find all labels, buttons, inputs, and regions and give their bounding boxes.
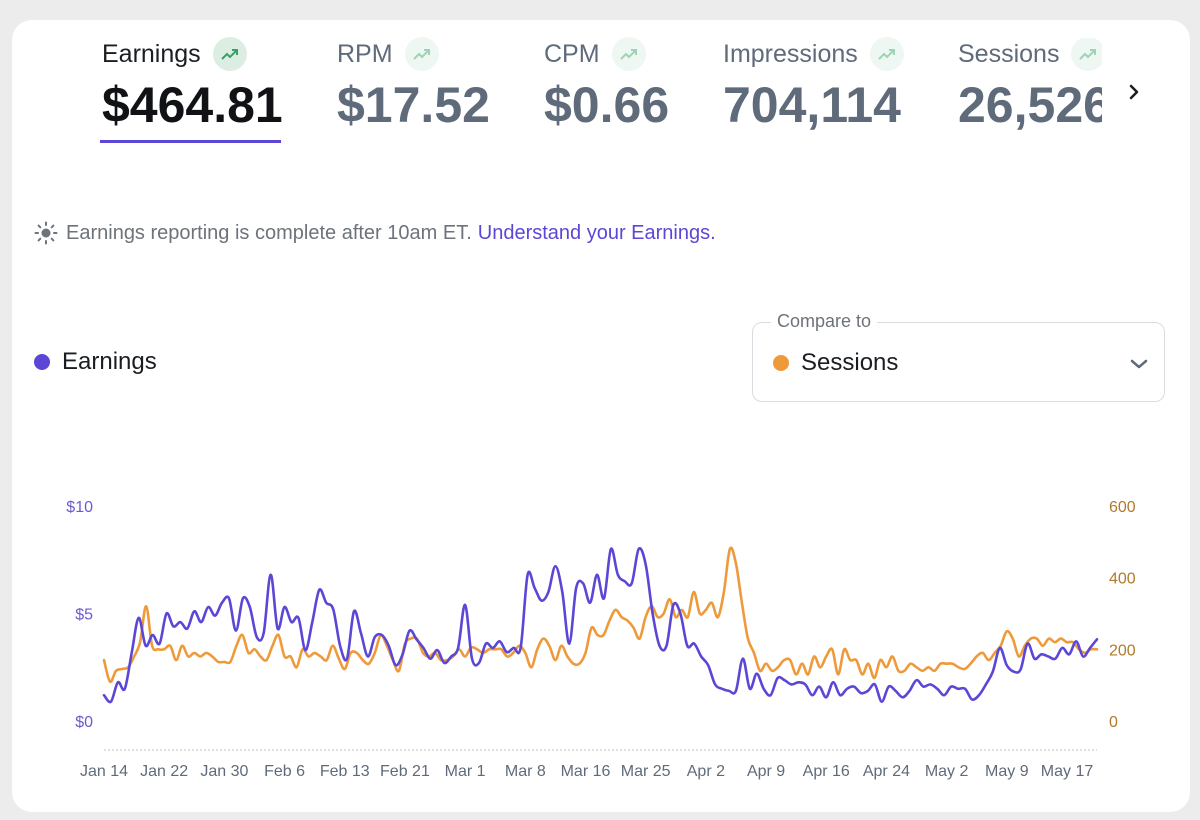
metric-tab-sessions[interactable]: Sessions 26,526 (957, 38, 1102, 138)
x-tick-label: Mar 16 (561, 763, 611, 780)
chevron-down-icon (1130, 359, 1148, 369)
x-tick-label: Jan 22 (140, 763, 188, 780)
metric-label: Earnings (102, 37, 283, 71)
metric-label: CPM (544, 37, 669, 71)
metric-value: 26,526 (958, 77, 1102, 133)
x-tick-label: Feb 6 (264, 763, 305, 780)
metric-value: $0.66 (544, 77, 670, 133)
metric-tab-earnings[interactable]: Earnings $464.81 (102, 37, 283, 134)
metric-value: $464.81 (102, 77, 283, 133)
compare-selected: Sessions (773, 349, 898, 377)
metric-tab-impressions[interactable]: Impressions 704,114 (723, 37, 904, 134)
compare-selected-label: Sessions (801, 349, 899, 376)
sessions-legend-dot (773, 355, 789, 371)
x-tick-label: Feb 21 (380, 763, 430, 780)
y-right-tick-label: 400 (1109, 571, 1136, 588)
metric-label-text: RPM (337, 39, 393, 68)
metric-label: Impressions (723, 37, 904, 71)
active-tab-underline (100, 140, 281, 143)
y-right-tick-label: 0 (1109, 714, 1118, 731)
notice-text: Earnings reporting is complete after 10a… (66, 221, 472, 244)
compare-to-dropdown[interactable]: Compare to Sessions (752, 311, 1165, 402)
metric-label-text: CPM (544, 39, 600, 68)
x-tick-label: Feb 13 (320, 763, 370, 780)
metric-tab-sessions-inner: Sessions 26,526 (958, 38, 1102, 134)
y-left-tick-label: $0 (75, 714, 93, 731)
metric-label-text: Earnings (102, 39, 201, 68)
understand-earnings-link[interactable]: Understand your Earnings. (477, 221, 716, 244)
trend-up-icon (404, 37, 439, 71)
y-right-tick-label: 600 (1109, 499, 1136, 516)
earnings-series-line (102, 546, 1099, 704)
chart-legend: Earnings (34, 348, 157, 376)
x-tick-label: Apr 16 (803, 763, 850, 780)
metric-label: Sessions (958, 38, 1102, 71)
x-tick-label: May 2 (925, 763, 969, 780)
y-left-tick-label: $10 (66, 499, 93, 516)
x-tick-label: Mar 1 (445, 763, 486, 780)
trend-up-icon (611, 37, 646, 71)
x-tick-label: Apr 2 (687, 763, 725, 780)
x-tick-label: Mar 25 (621, 763, 671, 780)
earnings-legend-label: Earnings (62, 348, 157, 375)
earnings-legend-dot (34, 354, 50, 370)
x-tick-label: May 9 (985, 763, 1029, 780)
earnings-sessions-line-chart: $0 $5 $10 0 200 400 600 Jan 14 Jan 22 Jan 30 Feb 6… (66, 499, 1136, 780)
x-tick-label: Jan 14 (80, 763, 128, 780)
y-right-tick-label: 200 (1109, 642, 1136, 659)
x-tick-label: Apr 24 (863, 763, 910, 780)
y-left-tick-label: $5 (75, 607, 93, 624)
sun-icon (34, 221, 58, 245)
trend-up-icon (212, 37, 247, 71)
x-tick-label: Jan 30 (200, 763, 248, 780)
earnings-card (12, 20, 1190, 812)
metric-value: 704,114 (723, 77, 901, 133)
trend-up-icon (869, 37, 904, 71)
metric-value: $17.52 (337, 77, 490, 133)
x-tick-label: May 17 (1041, 763, 1094, 780)
metric-label-text: Sessions (958, 39, 1060, 68)
metric-tab-rpm[interactable]: RPM $17.52 (337, 37, 490, 134)
x-tick-label: Apr 9 (747, 763, 785, 780)
x-tick-label: Mar 8 (505, 763, 546, 780)
metric-tab-cpm[interactable]: CPM $0.66 (544, 37, 670, 134)
metric-label: RPM (337, 37, 490, 71)
chevron-right-icon[interactable] (1120, 78, 1148, 106)
reporting-notice: Earnings reporting is complete after 10a… (34, 221, 716, 245)
sessions-series-line (102, 546, 1099, 684)
compare-to-label: Compare to (771, 311, 878, 332)
metric-label-text: Impressions (723, 39, 858, 68)
trend-up-icon (1071, 38, 1102, 71)
